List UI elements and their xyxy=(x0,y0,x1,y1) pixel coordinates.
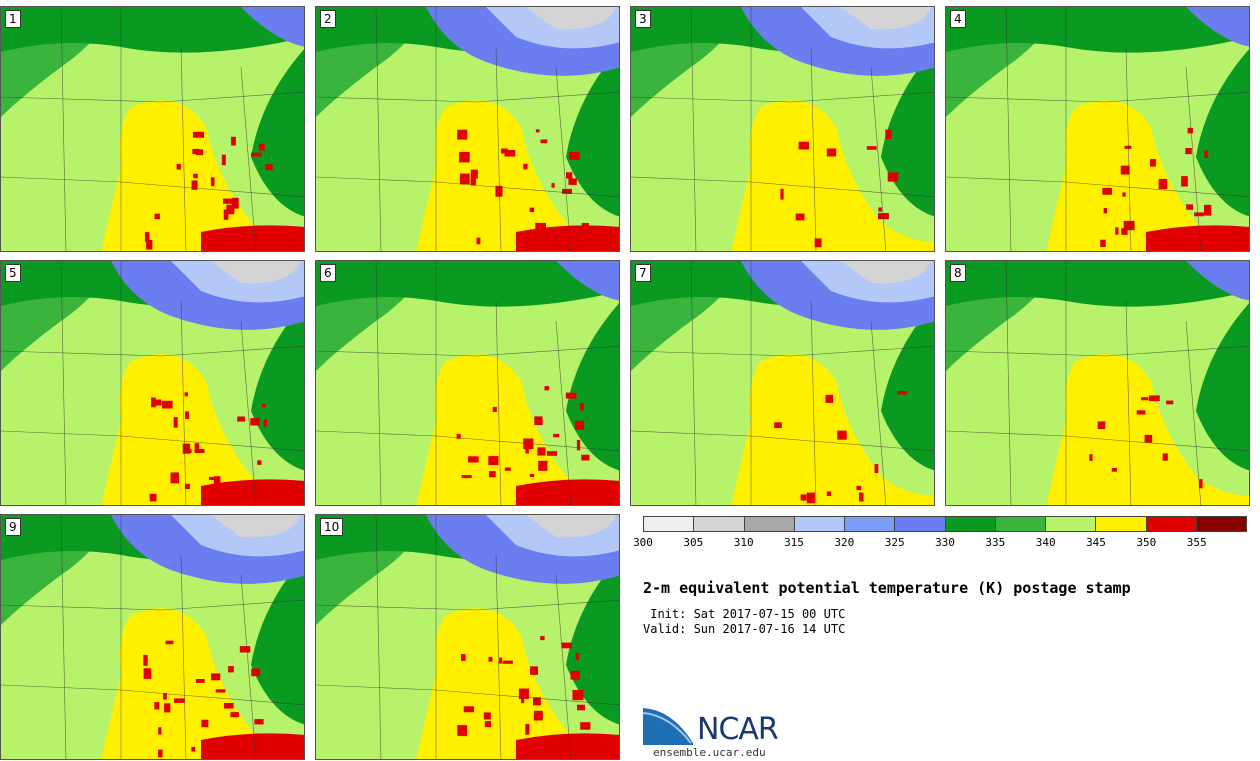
member-map-5 xyxy=(1,261,304,505)
colorbar-swatch xyxy=(945,517,996,531)
member-map-1 xyxy=(1,7,304,251)
member-panel-5: 5 xyxy=(0,260,305,506)
colorbar-swatch xyxy=(1196,517,1246,531)
member-label-2: 2 xyxy=(320,10,336,28)
colorbar-swatch xyxy=(995,517,1046,531)
colorbar-tick-label: 330 xyxy=(935,536,955,549)
member-label-5: 5 xyxy=(5,264,21,282)
colorbar-tick-label: 350 xyxy=(1136,536,1157,549)
init-time: Init: Sat 2017-07-15 00 UTC xyxy=(643,607,846,621)
colorbar-swatch xyxy=(1046,517,1097,531)
colorbar-swatch xyxy=(644,517,695,531)
colorbar-tick-label: 345 xyxy=(1086,536,1106,549)
colorbar-ticks: 300 305 310 315 320 325 330 335 340 345 350 355 xyxy=(633,536,1247,552)
ensemble-url: ensemble.ucar.edu xyxy=(653,746,766,759)
colorbar-swatch xyxy=(794,517,845,531)
colorbar-swatch xyxy=(744,517,795,531)
member-panel-1: 1 xyxy=(0,6,305,252)
colorbar-swatch xyxy=(694,517,745,531)
colorbar-tick-label: 325 xyxy=(884,536,905,549)
colorbar-tick-label: 335 xyxy=(985,536,1006,549)
member-map-2 xyxy=(316,7,619,251)
colorbar-tick-label: 340 xyxy=(1035,536,1056,549)
member-map-6 xyxy=(316,261,619,505)
colorbar-swatch xyxy=(845,517,896,531)
member-map-3 xyxy=(631,7,934,251)
member-map-10 xyxy=(316,515,619,759)
colorbar-tick-label: 355 xyxy=(1186,536,1207,549)
member-map-8 xyxy=(946,261,1249,505)
member-label-10: 10 xyxy=(320,518,344,536)
member-label-8: 8 xyxy=(950,264,966,282)
member-label-1: 1 xyxy=(5,10,21,28)
colorbar-tick-label: 320 xyxy=(834,536,855,549)
ncar-logo-text: NCAR xyxy=(697,712,779,747)
map-title: 2-m equivalent potential temperature (K)… xyxy=(643,579,1131,597)
member-panel-8: 8 xyxy=(945,260,1250,506)
member-panel-4: 4 xyxy=(945,6,1250,252)
member-panel-6: 6 xyxy=(315,260,620,506)
member-map-9 xyxy=(1,515,304,759)
member-panel-2: 2 xyxy=(315,6,620,252)
colorbar-tick-label: 300 xyxy=(633,536,653,549)
member-panel-9: 9 xyxy=(0,514,305,760)
member-panel-7: 7 xyxy=(630,260,935,506)
member-map-4 xyxy=(946,7,1249,251)
colorbar-tick-label: 315 xyxy=(784,536,804,549)
member-label-3: 3 xyxy=(635,10,651,28)
member-map-7 xyxy=(631,261,934,505)
member-panel-3: 3 xyxy=(630,6,935,252)
member-label-9: 9 xyxy=(5,518,21,536)
valid-time: Valid: Sun 2017-07-16 14 UTC xyxy=(643,622,846,636)
colorbar-swatch xyxy=(1096,517,1147,531)
colorbar-tick-label: 310 xyxy=(733,536,754,549)
colorbar-tick-label: 305 xyxy=(683,536,704,549)
member-label-7: 7 xyxy=(635,264,651,282)
member-label-4: 4 xyxy=(950,10,966,28)
colorbar xyxy=(643,516,1247,532)
member-label-6: 6 xyxy=(320,264,336,282)
colorbar-swatch xyxy=(895,517,946,531)
member-panel-10: 10 xyxy=(315,514,620,760)
ncar-logo-icon xyxy=(643,706,694,745)
colorbar-swatch xyxy=(1146,517,1197,531)
